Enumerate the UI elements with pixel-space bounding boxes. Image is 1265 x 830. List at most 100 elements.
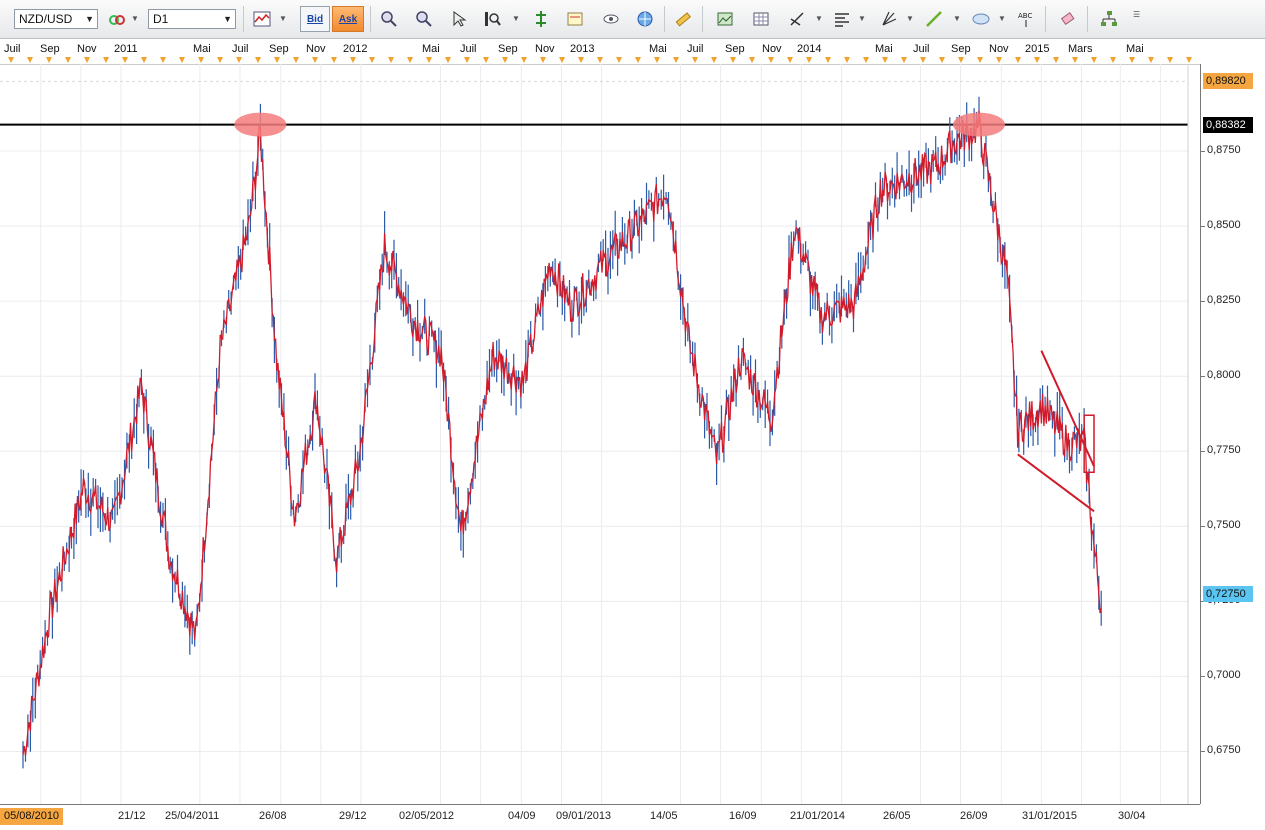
time-axis-label: Nov	[535, 43, 555, 55]
date-axis-label: 25/04/2011	[165, 810, 220, 822]
time-marker	[445, 57, 451, 63]
insert-image-button[interactable]	[712, 6, 738, 32]
date-axis-label: 31/01/2015	[1022, 810, 1078, 822]
time-axis-label: Mai	[422, 43, 440, 55]
chevron-down-icon[interactable]: ▼	[131, 14, 139, 23]
wedge-trendline	[1040, 350, 1095, 467]
indicator-icon	[536, 11, 546, 27]
zoom-area-button[interactable]	[480, 6, 506, 32]
ruler-button[interactable]	[670, 6, 696, 32]
price-label: 0,8250	[1207, 294, 1241, 307]
date-axis-label: 04/09	[508, 810, 536, 822]
eraser-button[interactable]	[1055, 6, 1081, 32]
price-chart[interactable]	[0, 64, 1200, 804]
symbol-select[interactable]: NZD/USD ▼	[14, 9, 98, 29]
chevron-down-icon[interactable]: ▼	[815, 14, 823, 23]
templates-button[interactable]	[562, 6, 588, 32]
text-abc-icon: ABC	[1018, 12, 1032, 27]
chevron-down-icon[interactable]: ▼	[953, 14, 961, 23]
price-label: 0,7500	[1207, 519, 1241, 532]
time-marker	[825, 57, 831, 63]
price-candles-blue	[22, 96, 1102, 769]
time-axis-label: 2013	[570, 43, 595, 55]
time-marker	[350, 57, 356, 63]
gann-icon	[882, 11, 897, 26]
symbol-search-button[interactable]	[104, 6, 130, 32]
time-axis-label: Nov	[306, 43, 326, 55]
time-marker	[217, 57, 223, 63]
time-axis-label: 2012	[343, 43, 368, 55]
chevron-down-icon[interactable]: ▼	[906, 14, 914, 23]
time-marker	[255, 57, 261, 63]
time-axis-label: Juil	[460, 43, 477, 55]
date-axis: 05/08/2010 21/12 25/04/2011 26/08 29/12 02/0…	[0, 804, 1200, 830]
symbol-value: NZD/USD	[19, 12, 73, 26]
time-marker	[464, 57, 470, 63]
time-marker	[1091, 57, 1097, 63]
time-marker	[521, 57, 527, 63]
time-axis-label: 2015	[1025, 43, 1050, 55]
image-icon	[717, 12, 733, 26]
price-label: 0,8000	[1207, 369, 1241, 382]
time-marker	[654, 57, 660, 63]
eraser-icon	[1060, 12, 1075, 26]
separator	[1087, 6, 1088, 32]
separator	[1045, 6, 1046, 32]
price-tick	[1201, 601, 1205, 603]
time-axis-label: Sep	[40, 43, 60, 55]
price-label: 0,7750	[1207, 444, 1241, 457]
zoom-out-button[interactable]	[411, 6, 437, 32]
price-tick	[1201, 151, 1205, 153]
price-tick	[1201, 526, 1205, 528]
time-marker	[711, 57, 717, 63]
chart-type-button[interactable]	[249, 6, 275, 32]
time-marker	[559, 57, 565, 63]
time-marker	[1053, 57, 1059, 63]
time-marker	[84, 57, 90, 63]
zoom-in-button[interactable]	[376, 6, 402, 32]
cursor-zoom-button[interactable]	[446, 6, 472, 32]
date-axis-label: 21/01/2014	[790, 810, 846, 822]
chevron-down-icon[interactable]: ▼	[512, 14, 520, 23]
globe-button[interactable]	[632, 6, 658, 32]
timeframe-select[interactable]: D1 ▼	[148, 9, 236, 29]
time-marker	[426, 57, 432, 63]
price-axis[interactable]: 0,8750 0,8500 0,8250 0,8000 0,7750 0,7500 0,72…	[1200, 64, 1265, 804]
chevron-down-icon: ▼	[223, 14, 232, 24]
gann-tools-button[interactable]	[876, 6, 902, 32]
time-marker	[331, 57, 337, 63]
chevron-down-icon[interactable]: ▼	[998, 14, 1006, 23]
chevron-down-icon[interactable]: ▼	[858, 14, 866, 23]
trendline-icon	[926, 11, 942, 27]
indicators-button[interactable]	[528, 6, 554, 32]
trendline-button[interactable]	[921, 6, 947, 32]
chevron-down-icon[interactable]: ▼	[279, 14, 287, 23]
bid-button[interactable]: Bid	[300, 6, 330, 32]
time-axis-label: Juil	[232, 43, 249, 55]
shape-button[interactable]	[968, 6, 994, 32]
time-marker	[920, 57, 926, 63]
date-axis-label: 02/05/2012	[399, 810, 455, 822]
crosshair-tools-button[interactable]	[784, 6, 810, 32]
ask-button[interactable]: Ask	[332, 6, 364, 32]
template-icon	[567, 12, 583, 26]
grid-button[interactable]	[748, 6, 774, 32]
price-series-line	[22, 110, 1102, 756]
hide-show-button[interactable]	[598, 6, 624, 32]
separator	[243, 6, 244, 32]
price-tick	[1201, 451, 1205, 453]
time-marker	[616, 57, 622, 63]
toolbar-overflow-icon[interactable]: ☰	[1133, 10, 1141, 19]
time-axis-label: Mai	[1126, 43, 1144, 55]
time-marker	[540, 57, 546, 63]
time-marker	[578, 57, 584, 63]
fibonacci-button[interactable]	[829, 6, 855, 32]
object-tree-button[interactable]	[1096, 6, 1122, 32]
text-tool-button[interactable]: ABC	[1013, 6, 1039, 32]
time-axis-label: Sep	[498, 43, 518, 55]
time-marker	[768, 57, 774, 63]
binoculars-icon	[109, 15, 125, 25]
timeframe-value: D1	[153, 12, 169, 26]
time-marker	[502, 57, 508, 63]
highlight-ellipse	[234, 112, 287, 137]
